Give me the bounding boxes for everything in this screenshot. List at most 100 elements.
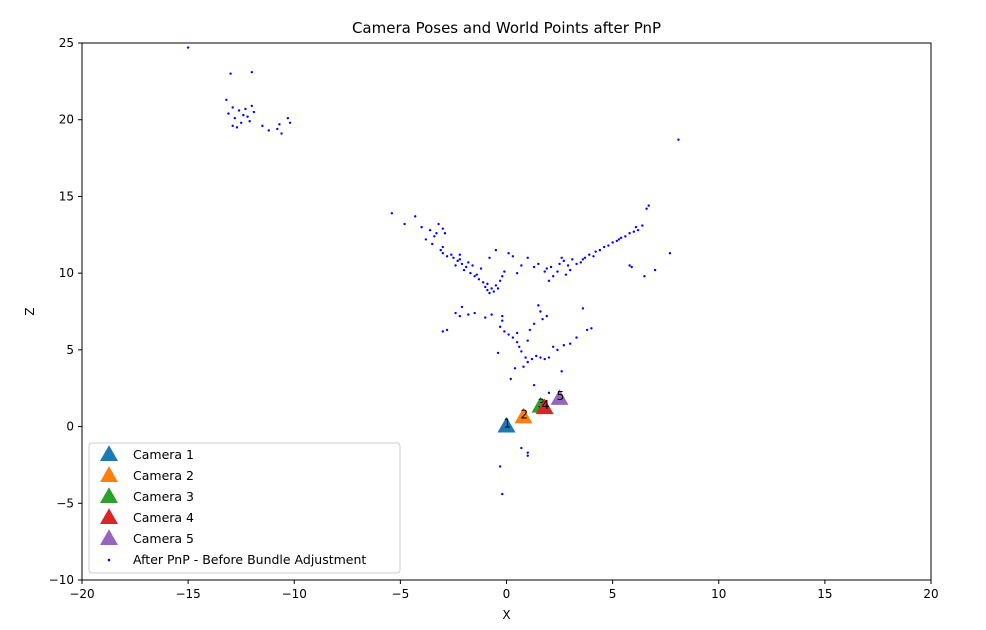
world-point	[488, 256, 491, 259]
world-point	[456, 259, 459, 263]
camera-marker-label-4: 4	[542, 398, 550, 412]
world-point	[494, 284, 498, 287]
y-tick-label: −5	[56, 496, 74, 510]
x-tick-label: 5	[609, 587, 617, 601]
world-point	[288, 121, 292, 124]
world-point	[539, 356, 542, 359]
world-point	[443, 232, 447, 235]
world-point	[564, 273, 568, 276]
world-point	[441, 251, 445, 255]
world-point	[588, 253, 591, 256]
world-point	[558, 262, 561, 266]
world-point	[583, 256, 587, 259]
world-points	[186, 46, 680, 496]
world-point	[458, 258, 462, 261]
x-tick-label: −20	[69, 587, 94, 601]
world-point	[528, 328, 532, 332]
camera-marker-5	[550, 389, 569, 405]
world-point	[645, 207, 648, 210]
world-point	[278, 123, 281, 126]
world-point	[242, 113, 245, 117]
world-point	[225, 98, 228, 101]
world-point	[498, 279, 502, 283]
world-point	[524, 356, 527, 359]
camera-marker-label-3: 3	[537, 397, 545, 411]
world-point	[414, 215, 417, 218]
world-point	[460, 262, 464, 266]
world-point	[503, 270, 506, 273]
world-point	[537, 262, 540, 266]
world-point	[513, 367, 517, 370]
world-point	[454, 264, 457, 267]
world-point	[545, 267, 549, 270]
world-point	[460, 305, 464, 309]
y-tick-label: 10	[59, 266, 74, 280]
x-tick-label: −15	[175, 587, 200, 601]
world-point	[437, 222, 440, 226]
world-point	[452, 256, 455, 259]
world-point	[471, 264, 474, 267]
world-point	[496, 351, 500, 355]
y-axis-label: Z	[23, 307, 37, 315]
world-point	[250, 70, 253, 74]
world-point	[566, 264, 570, 267]
y-tick-label: 15	[59, 189, 74, 203]
world-point	[547, 356, 551, 359]
world-point	[653, 268, 657, 272]
world-point	[231, 106, 234, 109]
world-point	[509, 377, 512, 381]
world-point	[541, 317, 544, 321]
world-point	[469, 271, 472, 275]
world-point	[276, 127, 279, 131]
world-point	[246, 115, 249, 118]
world-point	[568, 268, 572, 272]
world-point	[490, 287, 493, 290]
world-point	[562, 344, 566, 347]
world-point	[532, 265, 536, 269]
world-point	[585, 328, 589, 332]
legend-marker-camera-1	[100, 445, 118, 461]
camera-marker-1	[497, 416, 516, 433]
world-point	[537, 304, 540, 307]
world-point	[435, 232, 438, 235]
world-point	[526, 451, 529, 454]
world-point	[431, 242, 434, 246]
world-point	[556, 270, 559, 273]
world-point	[575, 262, 578, 266]
world-point	[568, 342, 572, 345]
world-point	[477, 278, 481, 281]
world-point	[261, 124, 264, 128]
world-point	[617, 238, 621, 241]
world-point	[630, 265, 633, 269]
world-point	[492, 290, 495, 293]
world-point	[571, 258, 574, 261]
y-axis-ticks: −10 −5 0 5 10 15 20 25	[49, 36, 82, 587]
x-tick-label: 15	[817, 587, 832, 601]
world-point	[624, 235, 627, 238]
world-point	[473, 275, 476, 278]
world-point	[611, 241, 614, 244]
y-tick-label: −10	[49, 573, 74, 587]
world-point	[607, 244, 610, 247]
world-point	[250, 104, 253, 108]
world-point	[549, 265, 553, 269]
x-tick-label: 0	[503, 587, 511, 601]
world-point	[545, 314, 549, 318]
world-point	[484, 316, 487, 319]
legend: Camera 1 Camera 2 Camera 3 Camera 4 Camera 5…	[88, 442, 401, 574]
world-point	[424, 238, 428, 241]
world-point	[628, 232, 631, 235]
world-point	[501, 275, 504, 278]
world-point	[445, 255, 449, 258]
world-point	[590, 327, 593, 330]
world-point	[186, 46, 190, 49]
world-point	[233, 116, 237, 120]
world-point	[668, 251, 672, 255]
x-tick-label: 20	[923, 587, 938, 601]
legend-marker-points	[107, 558, 111, 562]
world-point	[473, 311, 476, 315]
world-point	[526, 339, 529, 342]
world-point	[636, 228, 640, 232]
world-point	[227, 112, 230, 115]
world-point	[267, 129, 270, 132]
